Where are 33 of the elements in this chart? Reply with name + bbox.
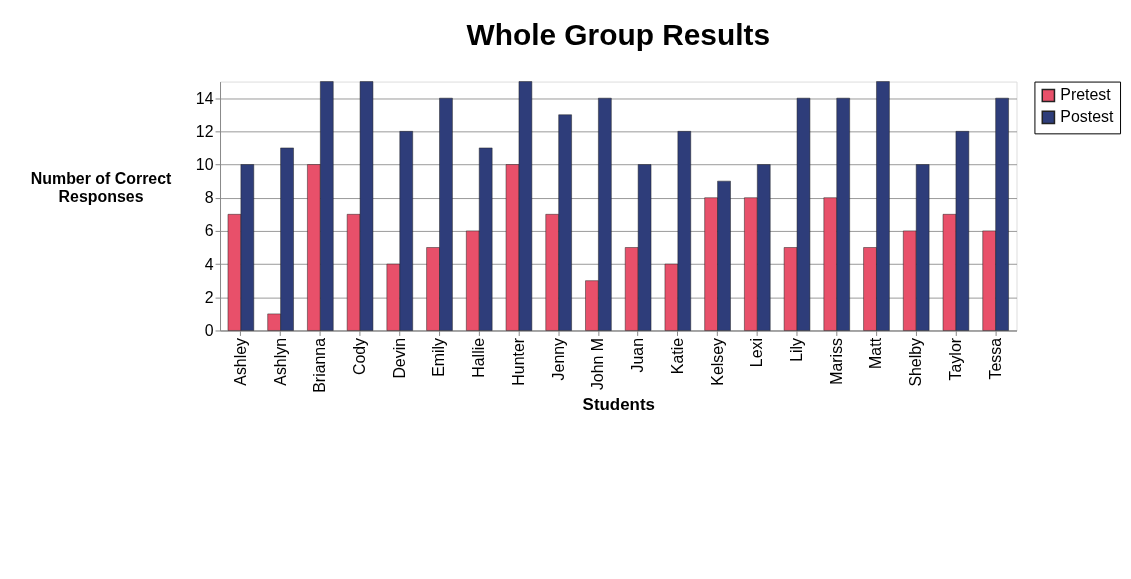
x-tick-label: Matt [867,337,885,369]
x-tick-label: Kelsey [708,337,726,386]
x-tick-label: Taylor [946,337,964,381]
y-tick-label: 8 [204,189,214,207]
legend-label: Pretest [1060,86,1112,104]
x-tick-label: Hallie [470,337,488,378]
x-tick-label: Cody [351,337,369,376]
y-axis-title: Number of Correct Responses [30,169,173,205]
legend-label: Postest [1060,108,1114,126]
x-tick-label: Juan [629,337,647,373]
y-tick-label: 10 [195,156,214,174]
x-axis-title: Students [582,394,655,414]
y-tick-label: 12 [195,122,214,140]
x-tick-label: Lexi [748,337,766,368]
y-tick-label: 6 [204,222,214,240]
x-tick-label: Ashley [231,337,249,386]
y-tick-label: 14 [195,89,214,107]
x-tick-label: Tessa [986,337,1004,380]
y-tick-label: 2 [204,288,214,306]
y-tick-label: 0 [204,321,214,339]
x-tick-label: John M [589,337,607,391]
x-tick-label: Hunter [509,337,527,386]
x-tick-label: Brianna [311,337,329,393]
x-tick-label: Shelby [907,337,925,387]
y-tick-label: 4 [204,255,214,273]
chart-title: Whole Group Results [466,18,771,52]
x-tick-label: Jenny [549,337,567,381]
x-tick-label: Katie [668,337,686,375]
x-tick-label: Emily [430,337,448,377]
x-tick-label: Ashlyn [271,337,289,386]
x-tick-label: Mariss [827,337,845,385]
x-tick-label: Devin [390,337,408,379]
x-tick-label: Lily [788,337,806,362]
